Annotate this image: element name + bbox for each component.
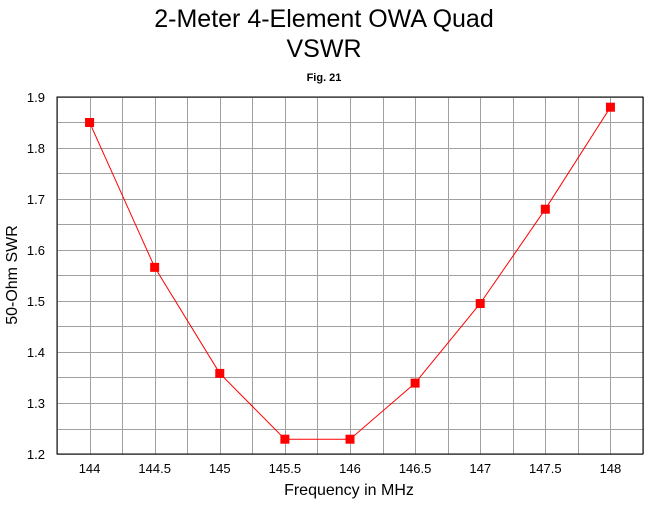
- y-tick-label: 1.8: [27, 141, 45, 156]
- data-point-marker: [215, 368, 225, 378]
- gridlines: [57, 97, 644, 455]
- x-tick-label: 145.5: [269, 461, 302, 476]
- data-point-marker: [150, 262, 160, 272]
- y-axis-ticks: 1.9 1.8 1.7 1.6 1.5 1.4 1.3 1.2: [27, 90, 45, 462]
- y-axis-label: 50-Ohm SWR: [4, 225, 21, 325]
- x-tick-label: 147.5: [529, 461, 562, 476]
- x-tick-label: 145: [209, 461, 231, 476]
- x-tick-label: 146.5: [399, 461, 432, 476]
- data-point-marker: [280, 434, 290, 444]
- x-tick-label: 146: [339, 461, 361, 476]
- y-tick-label: 1.5: [27, 294, 45, 309]
- y-tick-label: 1.9: [27, 90, 45, 105]
- x-tick-label: 144.5: [138, 461, 171, 476]
- y-tick-label: 1.7: [27, 192, 45, 207]
- y-tick-label: 1.4: [27, 345, 45, 360]
- x-tick-label: 148: [600, 461, 622, 476]
- series-layer: [85, 102, 615, 444]
- x-tick-label: 147: [469, 461, 491, 476]
- data-point-marker: [345, 434, 355, 444]
- y-tick-label: 1.2: [27, 447, 45, 462]
- x-axis-ticks: 144 144.5 145 145.5 146 146.5 147 147.5 148: [79, 461, 622, 476]
- chart-title: 2-Meter 4-Element OWA Quad: [154, 5, 493, 33]
- data-point-marker: [410, 378, 420, 388]
- y-tick-label: 1.3: [27, 396, 45, 411]
- chart-subtitle: Fig. 21: [307, 72, 342, 84]
- data-point-marker: [475, 299, 485, 309]
- data-point-marker: [85, 118, 95, 127]
- data-point-marker: [540, 204, 550, 214]
- x-tick-label: 144: [79, 461, 101, 476]
- x-axis-label: Frequency in MHz: [284, 482, 414, 499]
- y-tick-label: 1.6: [27, 243, 45, 258]
- data-point-marker: [605, 102, 615, 112]
- plot-area-frame: [56, 96, 644, 455]
- chart-title-line2: VSWR: [287, 35, 362, 63]
